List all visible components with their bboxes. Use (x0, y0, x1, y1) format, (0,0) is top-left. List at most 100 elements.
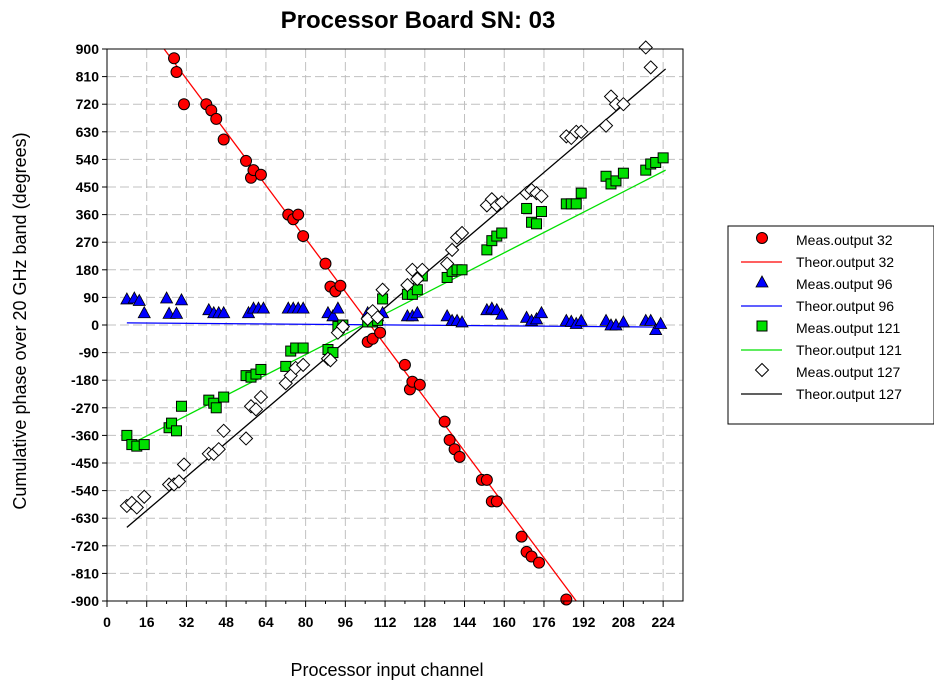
data-point (170, 66, 183, 78)
y-tick-label: -720 (71, 538, 99, 554)
data-point (176, 457, 192, 472)
data-point (649, 322, 663, 336)
x-tick-label: 80 (298, 614, 314, 630)
chart-title: Processor Board SN: 03 (281, 7, 556, 34)
y-tick-label: 0 (91, 317, 99, 333)
data-point (529, 312, 544, 325)
data-point (644, 313, 658, 326)
y-tick-label: -810 (71, 565, 99, 581)
data-point (375, 282, 390, 297)
y-tick-label: -900 (71, 593, 99, 609)
data-point (598, 118, 614, 133)
data-point (496, 227, 508, 239)
legend-entry: Meas.output 121 (756, 320, 901, 336)
data-point (296, 301, 310, 314)
data-point (297, 230, 310, 243)
data-point (292, 208, 305, 221)
y-tick-label: 360 (76, 207, 100, 223)
data-point (129, 500, 145, 515)
legend-marker-swatch (754, 362, 770, 378)
data-point (560, 593, 573, 606)
y-tick-label: 540 (76, 151, 100, 167)
series-meas-output-127 (119, 40, 658, 515)
x-tick-label: 64 (258, 614, 274, 630)
data-point (217, 305, 231, 319)
data-point (610, 175, 622, 187)
y-tick-label: 270 (76, 234, 100, 250)
data-point (490, 495, 503, 508)
x-tick-label: 128 (413, 614, 437, 630)
data-point (121, 429, 133, 441)
data-point (255, 363, 267, 375)
y-tick-label: -540 (71, 483, 99, 499)
data-point (455, 315, 469, 328)
data-point (495, 307, 509, 320)
x-tick-label: 208 (612, 614, 636, 630)
plot-series (119, 40, 669, 606)
data-point (138, 439, 150, 451)
data-point (171, 474, 187, 489)
data-point (137, 489, 152, 504)
data-point (216, 423, 231, 439)
y-tick-label: 630 (76, 124, 100, 140)
data-point (413, 378, 426, 391)
data-point (211, 441, 226, 457)
data-point (453, 450, 466, 463)
data-point (638, 40, 653, 55)
y-tick-label: 180 (76, 262, 100, 278)
data-point (175, 400, 187, 412)
data-point (439, 256, 455, 271)
legend-entry: Theor.output 96 (741, 298, 894, 314)
data-point (210, 402, 222, 414)
data-point (438, 415, 451, 428)
data-point (174, 293, 189, 306)
y-tick-label: 720 (76, 96, 100, 112)
y-tick-label: 900 (76, 41, 100, 57)
y-tick-label: 450 (76, 179, 100, 195)
x-tick-label: 0 (103, 614, 111, 630)
data-point (168, 52, 181, 65)
data-point (335, 319, 351, 334)
data-point (456, 264, 468, 276)
legend-label: Meas.output 96 (796, 276, 893, 292)
legend-entry: Meas.output 127 (754, 362, 901, 380)
legend-label: Theor.output 127 (796, 386, 902, 402)
data-point (218, 391, 230, 403)
legend-entry: Meas.output 32 (756, 232, 893, 248)
y-tick-label: -270 (71, 400, 99, 416)
legend-label: Theor.output 32 (796, 254, 894, 270)
legend-label: Meas.output 121 (796, 320, 901, 336)
data-point (256, 301, 271, 314)
data-point (616, 315, 631, 328)
y-tick-label: -450 (71, 455, 99, 471)
data-point (169, 306, 184, 319)
data-point (575, 187, 587, 199)
x-tick-label: 112 (374, 614, 397, 630)
y-axis: 900810720630540450360270180900-90-180-27… (71, 41, 107, 609)
data-point (319, 257, 332, 270)
data-point (521, 202, 533, 214)
y-tick-label: -360 (71, 427, 99, 443)
data-point (331, 301, 345, 314)
x-tick-label: 16 (139, 614, 155, 630)
data-point (253, 389, 269, 405)
y-axis-label: Cumulative phase over 20 GHz band (degre… (10, 132, 30, 509)
data-point (515, 530, 528, 543)
data-point (238, 431, 254, 446)
legend-label: Meas.output 32 (796, 232, 893, 248)
data-point (326, 308, 340, 322)
data-point (617, 167, 629, 179)
data-point (137, 305, 151, 319)
x-tick-label: 160 (493, 614, 517, 630)
x-tick-label: 192 (572, 614, 596, 630)
legend-entry: Theor.output 121 (741, 342, 902, 358)
data-point (574, 313, 588, 326)
x-tick-label: 224 (651, 614, 675, 630)
data-point (132, 293, 146, 306)
data-point (398, 358, 411, 371)
data-point (410, 305, 425, 319)
data-point (531, 218, 543, 230)
series-meas-output-121 (121, 152, 669, 452)
data-point (534, 188, 549, 204)
